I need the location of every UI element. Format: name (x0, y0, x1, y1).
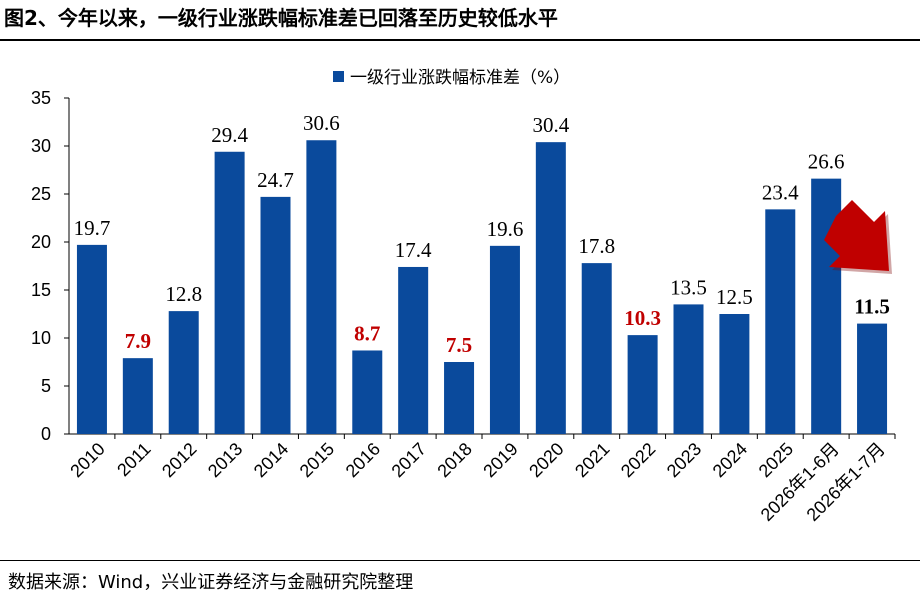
data-label: 19.6 (487, 217, 524, 241)
x-tick-label: 2011 (113, 439, 155, 481)
bar (489, 245, 520, 434)
bar (260, 196, 291, 434)
y-tick-label: 0 (41, 424, 51, 444)
data-labels-group: 19.7 7.9 12.8 29.4 24.7 30.6 8.7 17.4 7.5 19.6 30.… (74, 111, 890, 357)
x-tick-label: 2025 (755, 439, 797, 481)
x-tick-label: 2024 (709, 439, 751, 481)
bar (673, 304, 704, 434)
y-tick-label: 5 (41, 376, 51, 396)
x-tick-label: 2015 (296, 439, 338, 481)
data-label: 30.4 (532, 113, 569, 137)
chart-legend: 一级行业涨跌幅标准差（%） (333, 68, 570, 88)
axes: 0 5 10 15 20 25 30 35 (31, 88, 896, 444)
data-label: 17.4 (395, 238, 432, 262)
bar (122, 358, 153, 434)
down-arrow-annotation (824, 200, 892, 274)
bar (535, 142, 566, 434)
data-label: 26.6 (808, 150, 845, 174)
y-tick-label: 10 (31, 328, 51, 348)
bar (581, 263, 612, 434)
bars-group (76, 140, 888, 434)
bar (76, 244, 107, 434)
bar (306, 140, 337, 434)
data-label: 12.5 (716, 285, 753, 309)
data-label: 7.9 (125, 329, 151, 353)
y-tick-label: 20 (31, 232, 51, 252)
data-label: 23.4 (762, 180, 799, 204)
data-label: 24.7 (257, 168, 294, 192)
bar (214, 151, 245, 434)
bar (398, 266, 429, 434)
x-tick-label: 2018 (433, 439, 475, 481)
bar (627, 335, 658, 434)
bar (765, 209, 796, 434)
bar (857, 323, 888, 434)
source-note: 数据来源：Wind，兴业证券经济与金融研究院整理 (8, 572, 414, 593)
down-arrow-shape (824, 200, 889, 271)
data-label: 13.5 (670, 275, 707, 299)
legend-label: 一级行业涨跌幅标准差（%） (350, 68, 570, 88)
figure-title: 图2、今年以来，一级行业涨跌幅标准差已回落至历史较低水平 (4, 6, 558, 30)
x-tick-label: 2021 (571, 439, 613, 481)
data-label: 12.8 (165, 282, 202, 306)
data-label: 17.8 (578, 234, 615, 258)
footer-rule (0, 560, 920, 561)
data-label: 8.7 (354, 321, 380, 345)
title-rule (0, 39, 920, 41)
bar (719, 314, 750, 434)
y-tick-label: 25 (31, 184, 51, 204)
data-label: 11.5 (854, 295, 890, 319)
x-tick-label: 2014 (250, 439, 292, 481)
x-tick-label: 2022 (617, 439, 659, 481)
y-tick-label: 15 (31, 280, 51, 300)
data-label: 29.4 (211, 123, 248, 147)
data-label: 19.7 (74, 216, 111, 240)
x-tick-label: 2012 (158, 439, 200, 481)
x-tick-label: 2017 (388, 439, 430, 481)
data-label: 10.3 (624, 306, 661, 330)
x-tick-label: 2016 (342, 439, 384, 481)
data-label: 7.5 (446, 333, 472, 357)
legend-swatch (333, 71, 344, 82)
x-tick-label: 2019 (479, 439, 521, 481)
bar (168, 311, 199, 434)
data-label: 30.6 (303, 111, 340, 135)
x-tick-label: 2013 (204, 439, 246, 481)
bar (444, 362, 475, 434)
bar (352, 350, 383, 434)
y-tick-label: 30 (31, 136, 51, 156)
x-tick-labels-group: 2010 2011 2012 2013 2014 2015 2016 2017 2018 2019… (66, 439, 889, 525)
x-tick-label: 2010 (66, 439, 108, 481)
x-tick-label: 2020 (525, 439, 567, 481)
x-tick-label: 2023 (663, 439, 705, 481)
y-tick-label: 35 (31, 88, 51, 108)
